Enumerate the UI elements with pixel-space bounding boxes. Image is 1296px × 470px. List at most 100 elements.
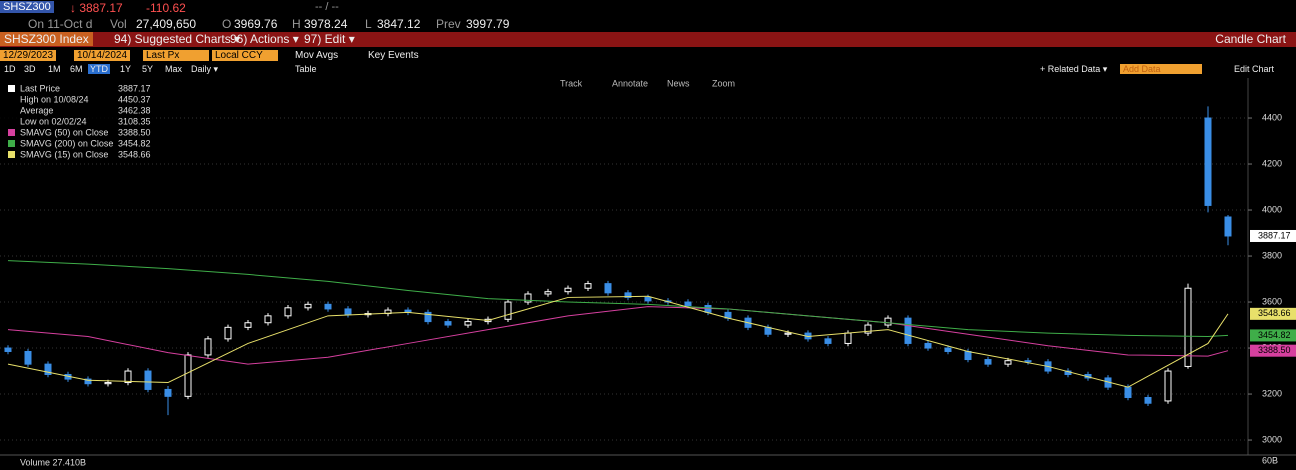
quote-label: Prev xyxy=(436,17,461,31)
candle-body xyxy=(1164,370,1172,402)
candle-body xyxy=(1124,386,1132,398)
legend-label: SMAVG (50) on Close xyxy=(20,127,108,137)
candle-body xyxy=(764,326,772,335)
period-button[interactable]: Daily ▾ xyxy=(191,64,219,74)
legend-swatch xyxy=(8,129,15,136)
candle-body xyxy=(584,283,592,289)
candle-body xyxy=(244,322,252,328)
edit-chart[interactable]: Edit Chart xyxy=(1234,64,1275,74)
mov-avgs[interactable]: Mov Avgs xyxy=(295,50,339,61)
candle-body xyxy=(604,283,612,294)
y-tick-label: 3000 xyxy=(1262,434,1282,444)
period-button[interactable]: Max xyxy=(165,64,183,74)
security[interactable]: SHSZ300 Index xyxy=(0,32,93,46)
ma-tag: 3388.50 xyxy=(1258,345,1291,355)
quote-date: On 11-Oct d xyxy=(28,17,93,31)
legend-label: High on 10/08/24 xyxy=(20,94,89,104)
candle-body xyxy=(544,291,552,295)
legend-label: SMAVG (15) on Close xyxy=(20,149,108,159)
candle-body xyxy=(564,287,572,293)
period-button[interactable]: 6M xyxy=(70,64,83,74)
candle-body xyxy=(524,293,532,303)
chart-tool: Zoom xyxy=(712,78,735,88)
candle-body xyxy=(844,332,852,344)
candle-body xyxy=(284,307,292,317)
candle-body xyxy=(984,359,992,365)
period-button[interactable]: 5Y xyxy=(142,64,154,74)
candle-body xyxy=(104,382,112,385)
menu-item[interactable]: 96) Actions ▾ xyxy=(230,32,299,46)
quote-value: 27,409,650 xyxy=(136,17,197,31)
legend-value: 3108.35 xyxy=(118,116,151,126)
volume-axis: 60B xyxy=(1262,455,1278,465)
chart-tool: News xyxy=(667,78,690,88)
last-price-tag-box xyxy=(1250,229,1296,242)
end-date[interactable]: 10/14/2024 xyxy=(74,50,131,61)
start-date[interactable]: 12/29/2023 xyxy=(0,50,57,61)
period-button[interactable]: Table xyxy=(295,64,317,74)
candle-body xyxy=(344,308,352,316)
quote-row: On 11-Oct d Vol 27,409,650 O 3969.76 H 3978.2… xyxy=(0,16,1296,32)
quote-value: 3997.79 xyxy=(466,17,510,31)
controls-row: 12/29/2023 10/14/2024 Last Px Local CCY … xyxy=(0,50,1296,63)
candle-body xyxy=(324,303,332,310)
candle-body xyxy=(964,350,972,361)
period-button[interactable]: 3D xyxy=(24,64,36,74)
period-row: + Related Data ▾ Add Data Edit Chart 1D 3… xyxy=(0,64,1296,77)
period-button[interactable]: 1Y xyxy=(120,64,132,74)
candle-body xyxy=(224,326,232,340)
ma-tag-box xyxy=(1250,344,1296,357)
ticker[interactable]: SHSZ300 xyxy=(0,1,54,13)
candle-body xyxy=(644,296,652,302)
candle-body xyxy=(824,338,832,344)
moving-average xyxy=(7,306,1229,365)
quote-value: 3978.24 xyxy=(304,17,348,31)
currency[interactable]: Local CCY xyxy=(212,50,278,61)
y-tick-label: 3800 xyxy=(1262,250,1282,260)
legend-value: 3454.82 xyxy=(118,138,151,148)
ma-tag: 3548.66 xyxy=(1258,308,1291,318)
legend-swatch xyxy=(8,85,15,92)
y-tick-label: 3200 xyxy=(1262,388,1282,398)
legend-box xyxy=(0,83,155,163)
moving-average xyxy=(7,295,1229,388)
candle-body xyxy=(424,311,432,323)
candle-body xyxy=(944,347,952,352)
candle-body xyxy=(24,350,32,365)
period-button[interactable]: 1D xyxy=(4,64,16,74)
candle-body xyxy=(1004,360,1012,365)
y-tick-label: 4200 xyxy=(1262,158,1282,168)
ma-tag-box xyxy=(1250,329,1296,342)
candle-body xyxy=(204,338,212,356)
quote-label: O xyxy=(222,17,232,31)
field[interactable]: Last Px xyxy=(143,50,209,61)
menu-item[interactable]: 97) Edit ▾ xyxy=(304,32,355,46)
chart-kind: Candle Chart xyxy=(1215,32,1286,46)
candle-body xyxy=(124,370,132,384)
candle-body xyxy=(864,324,872,334)
candle-body xyxy=(1184,287,1192,367)
key-events[interactable]: Key Events xyxy=(368,50,419,61)
legend-value: 4450.37 xyxy=(118,94,151,104)
chart-tool: Track xyxy=(560,78,583,88)
legend-value: 3462.38 xyxy=(118,105,151,115)
menu-item[interactable]: 94) Suggested Charts ▾ xyxy=(114,32,241,46)
candle-body xyxy=(1024,360,1032,363)
period-button[interactable]: 1M xyxy=(48,64,61,74)
quote-value: 3847.12 xyxy=(377,17,421,31)
ma-tag: 3454.82 xyxy=(1258,330,1291,340)
chart-tool: Annotate xyxy=(612,78,648,88)
candle-body xyxy=(684,301,692,306)
add-data[interactable]: Add Data xyxy=(1120,64,1202,74)
header-row: SHSZ300 ↓ 3887.17 -110.62 -- / -- xyxy=(0,0,1296,17)
candle-body xyxy=(304,303,312,309)
chart: Volume 27.410B 60B Track Annotate News Zoom… xyxy=(0,78,1296,467)
candle-body xyxy=(624,292,632,298)
candle-body xyxy=(904,317,912,344)
candle-body xyxy=(164,388,172,397)
quote-label: L xyxy=(365,17,372,31)
related-data[interactable]: + Related Data ▾ xyxy=(1040,64,1108,74)
candle-body xyxy=(144,370,152,390)
period-button[interactable]: YTD xyxy=(88,64,110,74)
